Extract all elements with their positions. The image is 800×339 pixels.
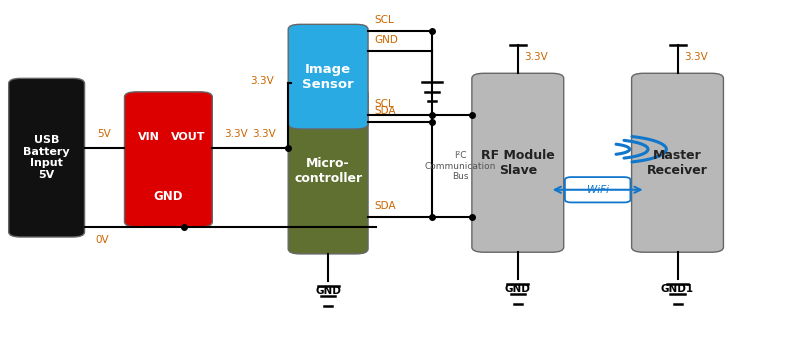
- Text: SCL: SCL: [374, 99, 394, 109]
- FancyBboxPatch shape: [565, 177, 630, 202]
- Text: SCL: SCL: [374, 15, 394, 25]
- Text: 3.3V: 3.3V: [253, 129, 276, 139]
- Text: 3.3V: 3.3V: [684, 52, 708, 62]
- FancyBboxPatch shape: [288, 24, 368, 129]
- Text: VIN: VIN: [138, 133, 159, 142]
- Text: SDA: SDA: [374, 106, 396, 116]
- FancyBboxPatch shape: [631, 73, 723, 252]
- Text: 0V: 0V: [95, 235, 109, 245]
- Text: USB
Battery
Input
5V: USB Battery Input 5V: [23, 135, 70, 180]
- Text: GND1: GND1: [661, 284, 694, 294]
- Text: GND: GND: [315, 286, 341, 296]
- Text: VOUT: VOUT: [171, 133, 206, 142]
- FancyBboxPatch shape: [9, 78, 85, 237]
- Text: 3.3V: 3.3V: [524, 52, 548, 62]
- Text: Micro-
controller: Micro- controller: [294, 157, 362, 185]
- Text: 3.3V: 3.3V: [224, 129, 248, 139]
- Text: SDA: SDA: [374, 201, 396, 211]
- FancyBboxPatch shape: [472, 73, 564, 252]
- Text: GND: GND: [154, 190, 183, 203]
- Text: GND: GND: [505, 284, 530, 294]
- Text: 3.3V: 3.3V: [250, 76, 274, 86]
- Text: Master
Receiver: Master Receiver: [647, 149, 708, 177]
- Text: I²C
Communication
Bus: I²C Communication Bus: [424, 151, 495, 181]
- Text: GND: GND: [374, 35, 398, 45]
- Text: WiFi: WiFi: [586, 185, 609, 195]
- Text: 5V: 5V: [98, 129, 111, 139]
- Text: Image
Sensor: Image Sensor: [302, 63, 354, 91]
- FancyBboxPatch shape: [125, 92, 212, 227]
- FancyBboxPatch shape: [288, 88, 368, 254]
- Text: RF Module
Slave: RF Module Slave: [481, 149, 554, 177]
